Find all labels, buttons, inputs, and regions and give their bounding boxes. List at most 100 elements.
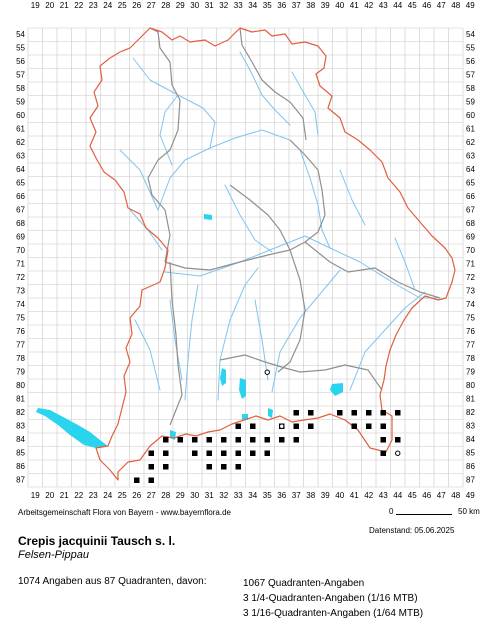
- axis-label: 46: [422, 491, 431, 500]
- axis-label: 41: [350, 491, 359, 500]
- axis-label: 64: [466, 165, 475, 174]
- axis-label: 75: [466, 313, 475, 322]
- record-circle: [279, 423, 285, 429]
- river-main: [164, 235, 441, 299]
- axis-label: 27: [147, 1, 156, 10]
- axis-label: 60: [466, 111, 475, 120]
- record-square: [279, 437, 285, 443]
- record-square: [206, 464, 212, 470]
- axis-label: 71: [466, 259, 475, 268]
- axis-label: 26: [132, 1, 141, 10]
- record-square: [163, 464, 169, 470]
- river-main: [184, 284, 199, 401]
- axis-label: 44: [393, 491, 402, 500]
- axis-label: 78: [466, 354, 475, 363]
- axis-label: 19: [31, 491, 40, 500]
- axis-label: 69: [466, 232, 475, 241]
- river-main: [217, 267, 259, 401]
- axis-label: 23: [89, 491, 98, 500]
- axis-label: 36: [277, 1, 286, 10]
- record-square: [308, 410, 314, 416]
- axis-label: 37: [292, 1, 301, 10]
- record-square: [264, 437, 270, 443]
- axis-label: 65: [16, 178, 25, 187]
- axis-label: 70: [466, 246, 475, 255]
- axis-label: 35: [263, 491, 272, 500]
- axis-label: 57: [466, 70, 475, 79]
- axis-label: 28: [161, 491, 170, 500]
- axis-label: 67: [16, 205, 25, 214]
- axis-label: 76: [16, 327, 25, 336]
- axis-label: 62: [16, 138, 25, 147]
- axis-label: 38: [306, 1, 315, 10]
- river-network: [119, 51, 441, 401]
- river-main: [209, 129, 301, 151]
- axis-label: 27: [147, 491, 156, 500]
- axis-label: 49: [466, 1, 475, 10]
- record-square: [380, 450, 386, 456]
- axis-label: 25: [118, 491, 127, 500]
- axis-label: 39: [321, 491, 330, 500]
- axis-label: 57: [16, 70, 25, 79]
- axis-label: 68: [466, 219, 475, 228]
- lake-tegernsee: [268, 408, 273, 418]
- record-circle: [264, 369, 270, 375]
- region-border: [304, 241, 441, 299]
- river-main: [299, 149, 331, 249]
- axis-label: 33: [234, 491, 243, 500]
- record-square: [192, 450, 198, 456]
- axis-label: 42: [364, 491, 373, 500]
- bavaria-outline: [89, 27, 456, 481]
- data-date: Datenstand: 05.06.2025: [369, 526, 455, 535]
- lake-ammersee: [220, 368, 226, 386]
- axis-label: 21: [60, 1, 69, 10]
- axis-label: 29: [176, 491, 185, 500]
- axis-label: 43: [379, 1, 388, 10]
- axis-label: 24: [103, 491, 112, 500]
- record-circle: [395, 450, 401, 456]
- record-square: [366, 423, 372, 429]
- axis-label: 55: [466, 43, 475, 52]
- occurrence-records: [134, 369, 401, 483]
- axis-label: 75: [16, 313, 25, 322]
- credit-line: Arbeitsgemeinschaft Flora von Bayern - w…: [18, 508, 231, 517]
- axis-label: 67: [466, 205, 475, 214]
- record-square: [293, 423, 299, 429]
- axis-label: 61: [16, 124, 25, 133]
- axis-label: 58: [466, 84, 475, 93]
- record-square: [235, 450, 241, 456]
- axis-label: 72: [466, 273, 475, 282]
- axis-label: 56: [16, 57, 25, 66]
- axis-label: 81: [16, 394, 25, 403]
- axis-label: 69: [16, 232, 25, 241]
- axis-label: 64: [16, 165, 25, 174]
- axis-label: 62: [466, 138, 475, 147]
- axis-label: 32: [219, 1, 228, 10]
- record-square: [308, 423, 314, 429]
- axis-label: 34: [248, 1, 257, 10]
- axis-label: 66: [466, 192, 475, 201]
- region-border: [147, 27, 181, 263]
- record-summary: 1074 Angaben aus 87 Quadranten, davon:: [18, 576, 207, 587]
- common-name: Felsen-Pippau: [18, 549, 89, 561]
- lake-bodensee: [36, 408, 108, 448]
- river-main: [394, 237, 416, 291]
- axis-label: 87: [16, 475, 25, 484]
- record-square: [163, 437, 169, 443]
- axis-label: 47: [437, 1, 446, 10]
- axis-label: 58: [16, 84, 25, 93]
- axis-label: 30: [190, 491, 199, 500]
- axis-label: 28: [161, 1, 170, 10]
- axis-label: 63: [466, 151, 475, 160]
- record-square: [293, 437, 299, 443]
- axis-label: 21: [60, 491, 69, 500]
- river-main: [119, 149, 159, 211]
- axis-label: 65: [466, 178, 475, 187]
- axis-label: 76: [466, 327, 475, 336]
- axis-label: 26: [132, 491, 141, 500]
- record-square: [337, 410, 343, 416]
- axis-label: 38: [306, 491, 315, 500]
- axis-label: 80: [16, 381, 25, 390]
- axis-label: 40: [335, 491, 344, 500]
- axis-label: 78: [16, 354, 25, 363]
